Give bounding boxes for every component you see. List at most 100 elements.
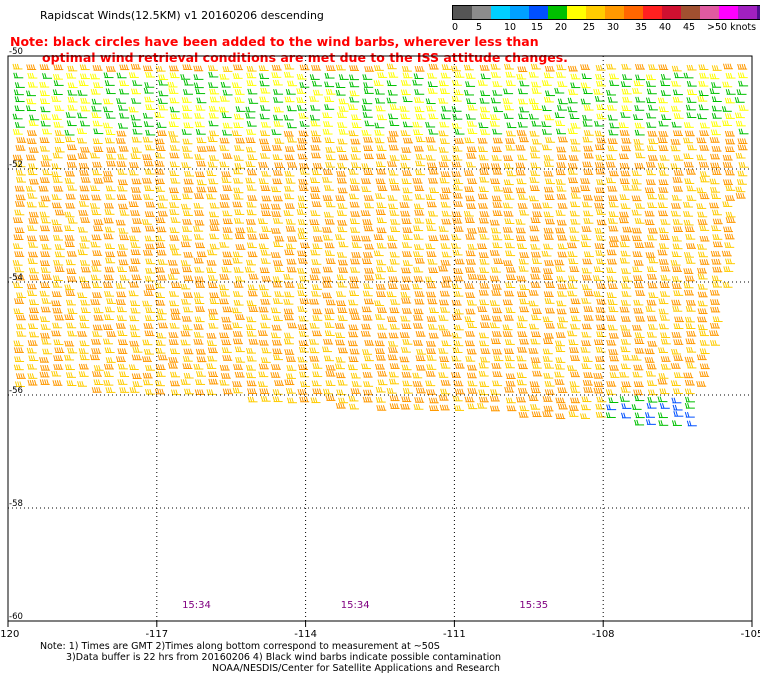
wind-barb (388, 355, 398, 360)
wind-barb (722, 106, 732, 111)
wind-barb (323, 129, 333, 134)
wind-barb (441, 282, 451, 287)
wind-barb (337, 300, 347, 305)
wind-barb (571, 123, 581, 128)
wind-barb (415, 291, 425, 296)
wind-barb (582, 340, 592, 345)
wind-barb (687, 186, 697, 191)
wind-barb (261, 314, 271, 319)
wind-barb (209, 82, 219, 87)
wind-barb (105, 307, 115, 312)
wind-barb (494, 356, 504, 361)
wind-barb (145, 211, 155, 216)
wind-barb (260, 268, 270, 273)
wind-barb (350, 219, 360, 224)
wind-barb (116, 283, 126, 288)
wind-barb (13, 260, 23, 265)
wind-barb (490, 406, 500, 411)
wind-barb (571, 202, 581, 207)
wind-barb (452, 80, 462, 85)
wind-barb (465, 283, 475, 288)
wind-barb (81, 147, 91, 152)
wind-barb (348, 365, 358, 370)
wind-barb (351, 139, 361, 144)
wind-barb (439, 348, 449, 353)
wind-barb (660, 389, 670, 394)
wind-barb (311, 131, 321, 136)
wind-barb (516, 188, 526, 193)
wind-barb (387, 98, 397, 103)
wind-barb (65, 212, 75, 217)
wind-barb (672, 81, 682, 86)
wind-barb (361, 331, 371, 336)
wind-barb (91, 299, 101, 304)
wind-barb (210, 89, 220, 94)
wind-barb (544, 155, 554, 160)
wind-barb (130, 387, 140, 392)
wind-barb (29, 252, 38, 257)
wind-barb (248, 252, 258, 257)
wind-barb (556, 72, 566, 77)
wind-barb (207, 194, 217, 199)
wind-barb (594, 388, 604, 393)
wind-barb (597, 220, 607, 225)
wind-barb (79, 348, 89, 353)
wind-barb (490, 121, 500, 126)
wind-barb (531, 267, 541, 272)
wind-barb (700, 130, 710, 135)
wind-barb (120, 387, 130, 392)
wind-barb (106, 66, 116, 71)
wind-barb (569, 339, 579, 344)
wind-barb (14, 341, 24, 346)
wind-barb (520, 307, 530, 312)
wind-barb (518, 67, 528, 72)
wind-barb (14, 90, 24, 95)
wind-barb (234, 178, 244, 183)
wind-barb (28, 340, 37, 345)
wind-barb (105, 348, 115, 353)
wind-barb (285, 250, 295, 255)
wind-barb (67, 251, 77, 256)
wind-barb (91, 275, 101, 280)
wind-barb (648, 283, 658, 288)
wind-barb (520, 252, 530, 257)
wind-barb (143, 154, 153, 159)
wind-barb (285, 333, 295, 338)
wind-barb (726, 89, 736, 94)
wind-barb (544, 406, 554, 411)
wind-barb (466, 114, 476, 119)
wind-barb (546, 179, 556, 184)
wind-barb (647, 300, 657, 305)
wind-barb (491, 114, 501, 119)
wind-barb (208, 275, 218, 280)
wind-barb (674, 372, 684, 377)
wind-barb (570, 381, 580, 386)
wind-barb (414, 73, 424, 78)
wind-barb (196, 243, 206, 248)
wind-barb (92, 348, 102, 353)
wind-barb (635, 130, 645, 135)
wind-barb (197, 252, 207, 257)
wind-barb (442, 252, 452, 257)
wind-barb (531, 357, 541, 362)
wind-barb (687, 90, 697, 95)
wind-barb (440, 235, 450, 240)
wind-barb (156, 371, 166, 376)
wind-barb (156, 365, 166, 370)
wind-barb (621, 81, 631, 86)
wind-barb (529, 348, 539, 353)
wind-barb (131, 153, 141, 158)
wind-barb (389, 72, 399, 77)
wind-barb (284, 274, 294, 279)
wind-barb (661, 266, 671, 271)
wind-barb (427, 292, 437, 297)
wind-barb (41, 267, 51, 272)
wind-barb (490, 323, 500, 328)
wind-barb (503, 98, 513, 103)
wind-barb (506, 398, 516, 403)
wind-barb (632, 179, 642, 184)
wind-barb (300, 169, 310, 174)
wind-barb (336, 195, 346, 200)
wind-barb (671, 139, 681, 144)
wind-barb (440, 122, 450, 127)
